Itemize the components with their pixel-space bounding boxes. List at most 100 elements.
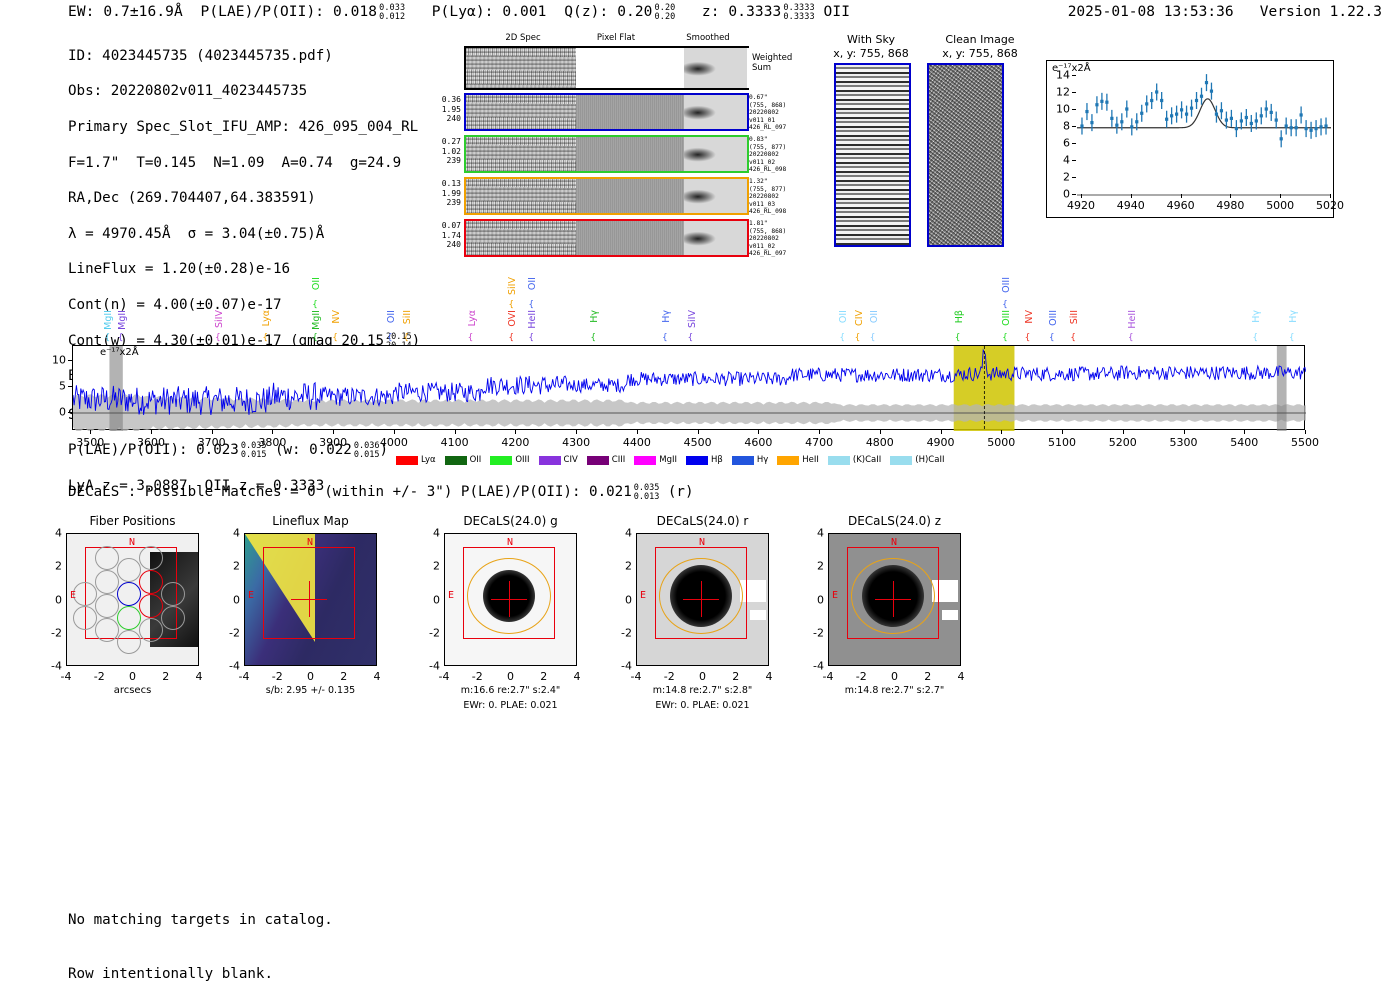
qz-value: 0.20 [617, 4, 653, 21]
fit-ytick-mark [1072, 125, 1076, 127]
panel-xtick: -4 [60, 670, 72, 683]
timestamp: 2025-01-08 13:53:36 [1067, 4, 1234, 20]
legend-label: MgII [659, 455, 678, 465]
compass-north: N [699, 537, 706, 548]
spectrum-ytick-label: 5 [59, 379, 66, 393]
info-line-slot: Primary Spec_Slot_IFU_AMP: 426_095_004_R… [68, 118, 419, 135]
fit-ytick-label: 6 [1063, 136, 1070, 150]
info-line-seeing: F=1.7" T=0.145 N=1.09 A=0.74 g=24.9 [68, 154, 402, 171]
panel-xtick: 4 [765, 670, 773, 683]
emission-line-bracket: { [214, 333, 221, 343]
qz-label: Q(z): [564, 4, 609, 21]
fiber-circle [117, 558, 141, 582]
plya-value: 0.001 [502, 4, 547, 21]
panel-xtick: 4 [373, 670, 381, 683]
emission-line-label: SiIV [213, 310, 225, 328]
panel-caption-2: EWr: 0. PLAE: 0.021 [655, 700, 750, 711]
panel-xtick: 2 [162, 670, 170, 683]
panel-xtick: 2 [732, 670, 740, 683]
legend-swatch [777, 455, 800, 465]
panel-ytick: 4 [55, 526, 62, 540]
emission-line-label: SiIV [507, 277, 519, 295]
emission-line-label: OIII [1001, 310, 1013, 326]
spectrum-flux-unit: e⁻¹⁷x2Å [100, 347, 139, 358]
spectrum-ytick-mark [68, 386, 72, 388]
panel-xtick: -2 [271, 670, 283, 683]
compass-east: E [640, 590, 647, 601]
panel-ytick: 2 [817, 559, 824, 573]
spectrum-xtick-mark [636, 430, 638, 434]
compass-east: E [832, 590, 839, 601]
emission-line-label: NV [1023, 310, 1035, 324]
fit-ytick-mark [1072, 108, 1076, 110]
compass-north: N [507, 537, 514, 548]
panel-ytick: -4 [621, 659, 632, 673]
emission-line-bracket: { [954, 333, 961, 343]
panel-xtick: 0 [507, 670, 514, 683]
emission-line-label: MgII [116, 310, 128, 330]
spectrum-xtick-label: 5000 [987, 436, 1016, 449]
emission-line-label: CIV [853, 310, 865, 326]
info-line-radec: RA,Dec (269.704407,64.383591) [68, 190, 316, 207]
spectrum-xtick-mark [150, 430, 152, 434]
emission-line-bracket: { [1002, 333, 1008, 343]
emission-line-bracket: { [332, 333, 338, 343]
fiber-circle [95, 546, 119, 570]
emission-line-label: Lyα [261, 310, 273, 327]
fit-ytick-label: 8 [1063, 119, 1070, 133]
fiber-strip-4: 1.81" (755, 868) 20220802 v011_02 426_RL_0… [464, 219, 786, 257]
spectrum-ytick-mark [68, 360, 72, 362]
spectrum-xtick-label: 3500 [76, 436, 105, 449]
legend-item: HeII [777, 455, 819, 465]
emission-line-label: Hγ [1287, 310, 1299, 323]
panel-title: DECaLS(24.0) g [463, 514, 558, 528]
fiber-circle [139, 546, 163, 570]
panel-ytick: 4 [817, 526, 824, 540]
footer-line-2: Row intentionally blank. [68, 966, 273, 982]
emission-line-bracket: { [1127, 333, 1134, 343]
legend-swatch [538, 455, 561, 465]
spectrum-xtick-mark [272, 430, 274, 434]
z-bounds: 0.3333 0.3333 [783, 3, 815, 22]
legend-label: (H)CaII [915, 455, 945, 465]
emission-line-label: MgII [311, 310, 323, 330]
spectrum-xtick-label: 5400 [1230, 436, 1259, 449]
emission-line-bracket: { [117, 333, 124, 343]
emission-line-bracket: { [854, 333, 861, 343]
panel-ytick: 2 [625, 559, 632, 573]
emission-line-label: OII [527, 277, 539, 291]
info-line-id: ID: 4023445735 (4023445735.pdf) [68, 47, 333, 64]
full-spectrum-chart: e⁻¹⁷x2Å [72, 345, 1306, 431]
panel-xlabel: arcsecs [113, 685, 152, 696]
panel-ytick: 4 [433, 526, 440, 540]
cleanimage-image [927, 63, 1004, 247]
panel-xtick: -2 [855, 670, 867, 683]
emission-line-bracket: { [1252, 333, 1259, 343]
fit-ytick-label: 14 [1056, 68, 1070, 82]
fit-xtick-mark [1280, 194, 1282, 198]
spectrum-xtick-mark [211, 430, 213, 434]
emission-line-bracket: { [839, 333, 846, 343]
legend-item: MgII [634, 455, 677, 465]
spectrum-xtick-mark [1183, 430, 1185, 434]
emission-line-fit-chart: e⁻¹⁷x2Å [1046, 60, 1334, 218]
emission-line-bracket: { [386, 333, 393, 343]
panel-caption-2: EWr: 0. PLAE: 0.021 [463, 700, 558, 711]
weighted-sum-strip [464, 46, 751, 90]
emission-line-label: OII [311, 277, 323, 291]
legend-label: Lyα [421, 455, 436, 465]
emission-line-label: OVI [507, 310, 519, 327]
version-label: Version 1.22.3 [1259, 4, 1382, 20]
spectrum-xtick-label: 3700 [197, 436, 226, 449]
spectrum-xtick-mark [333, 430, 335, 434]
panel-xtick: -4 [822, 670, 834, 683]
spectrum-ytick-label: 10 [52, 353, 66, 367]
fit-ytick-mark [1072, 159, 1076, 161]
fit-xtick-label: 5000 [1266, 199, 1295, 212]
fiber-1-left-labels: 0.36 1.95 240 [441, 95, 461, 123]
